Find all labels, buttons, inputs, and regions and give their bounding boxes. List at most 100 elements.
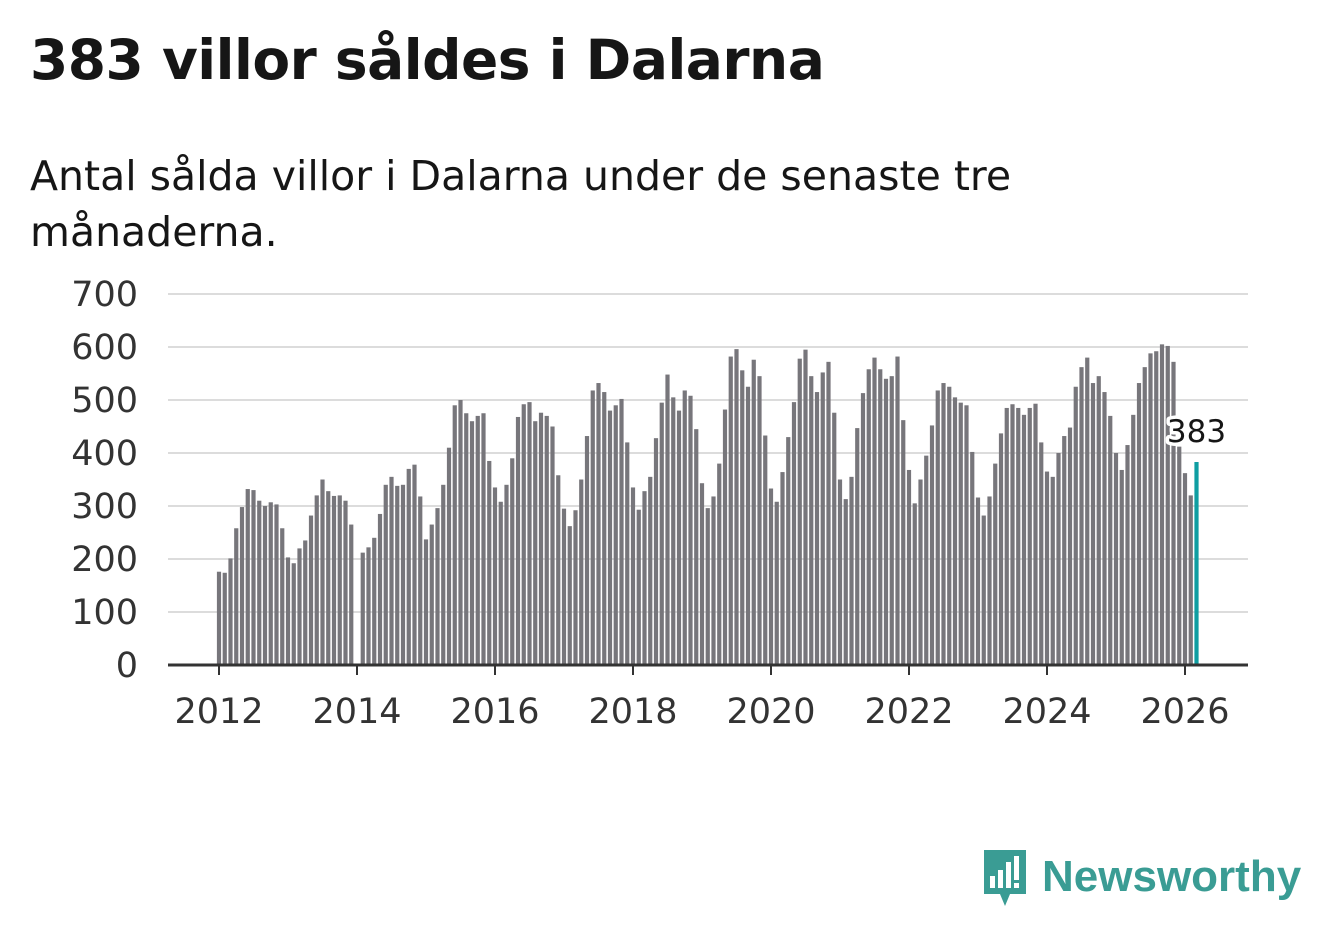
bar [1021,414,1027,665]
bar [481,413,486,665]
bar [849,476,854,665]
bar [826,361,831,665]
bar [1165,345,1170,665]
bar [653,438,659,665]
bar [993,463,998,665]
y-tick-label: 300 [71,487,138,527]
bar [688,395,693,665]
bar [694,429,699,665]
bar [740,370,745,665]
x-tick-label: 2024 [1002,692,1091,732]
bar [504,484,509,665]
bar [1125,445,1130,665]
bar [1131,414,1136,665]
bar [975,497,981,665]
bar [326,491,331,665]
bar [1073,386,1078,665]
bar [906,469,912,665]
bar [446,447,452,665]
bar [533,421,538,665]
bar [642,491,647,665]
bar [452,405,457,665]
bar-chart: 0 100 200 300 400 500 600 700 2012 2014 2016 2018 20… [71,275,1248,732]
bar [222,572,227,665]
bar [303,540,308,665]
y-tick-label: 500 [71,381,138,421]
bar [763,435,768,665]
bar [458,400,463,665]
bar [383,484,388,665]
bar [360,552,365,665]
bar [935,390,940,665]
bar [912,503,917,665]
bar [630,487,636,665]
bar [475,415,480,665]
bar [487,460,492,665]
bar [343,500,348,665]
bar [1182,473,1188,665]
bar [515,416,521,665]
bar [780,472,785,665]
bar [1177,446,1182,665]
bar [918,479,923,665]
bar [878,369,883,665]
bar [510,458,515,665]
bar [291,563,296,665]
bar [1044,471,1050,665]
bar [722,409,728,665]
bar [366,547,371,665]
bar [245,489,250,665]
chart-subtitle: Antal sålda villor i Dalarna under de se… [30,152,1012,256]
bar [883,378,889,665]
bar [832,412,837,665]
bar [1033,403,1038,665]
bar [699,483,705,665]
bar [389,476,394,665]
bar [895,356,900,665]
bar [561,508,567,665]
bar [929,425,935,665]
bar [314,495,319,665]
bar [998,433,1004,665]
bar [809,376,814,665]
bar [337,495,342,665]
bar [665,374,670,665]
y-tick-label: 400 [71,434,138,474]
bar [613,405,618,665]
bar [1010,404,1015,665]
bar [251,490,256,665]
bar [1136,383,1142,665]
bar [682,390,687,665]
bar [280,528,285,665]
bar [596,383,601,665]
bar [1154,351,1159,665]
bar [579,479,584,665]
bar [619,398,624,665]
bar [676,410,682,665]
bar [1108,415,1113,665]
bar [1102,392,1107,665]
y-tick-label: 0 [116,646,138,686]
bar [349,524,354,665]
bar [239,507,245,665]
bar [774,501,779,665]
bar [1096,376,1101,665]
bar [584,436,590,665]
bar [395,485,400,665]
chart-title: 383 villor såldes i Dalarna [30,28,825,92]
bar [1039,442,1044,665]
bar [924,455,929,665]
bar [550,426,555,665]
bar [786,437,791,665]
bar [843,499,848,665]
bar [1079,367,1084,665]
bar [274,504,279,665]
bar [648,476,653,665]
bar [544,415,549,665]
bar [855,428,860,665]
bar [814,392,820,665]
bar [1113,453,1119,665]
bar [285,557,291,665]
bar [412,464,417,665]
x-tick-label: 2026 [1140,692,1229,732]
